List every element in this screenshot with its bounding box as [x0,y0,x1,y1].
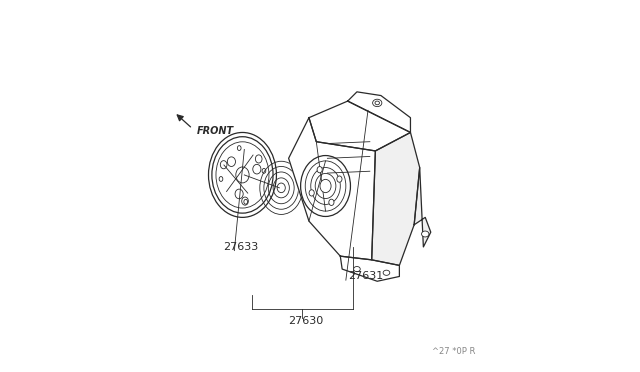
Text: 27633: 27633 [223,242,259,252]
Polygon shape [348,92,410,132]
Polygon shape [340,256,399,281]
Ellipse shape [317,167,323,173]
Ellipse shape [422,231,429,237]
Text: FRONT: FRONT [196,126,234,137]
Ellipse shape [309,190,314,196]
Text: 27631: 27631 [348,272,383,282]
Ellipse shape [353,266,360,272]
Text: 27630: 27630 [289,316,324,326]
Ellipse shape [301,155,351,217]
Polygon shape [414,167,431,247]
Ellipse shape [329,199,334,205]
Ellipse shape [372,99,382,107]
Polygon shape [289,118,376,260]
Ellipse shape [375,101,380,105]
Polygon shape [372,132,420,265]
Ellipse shape [383,270,390,275]
Ellipse shape [337,176,342,182]
Ellipse shape [320,179,331,193]
Text: ^27 *0P R: ^27 *0P R [432,347,475,356]
Polygon shape [309,101,410,151]
